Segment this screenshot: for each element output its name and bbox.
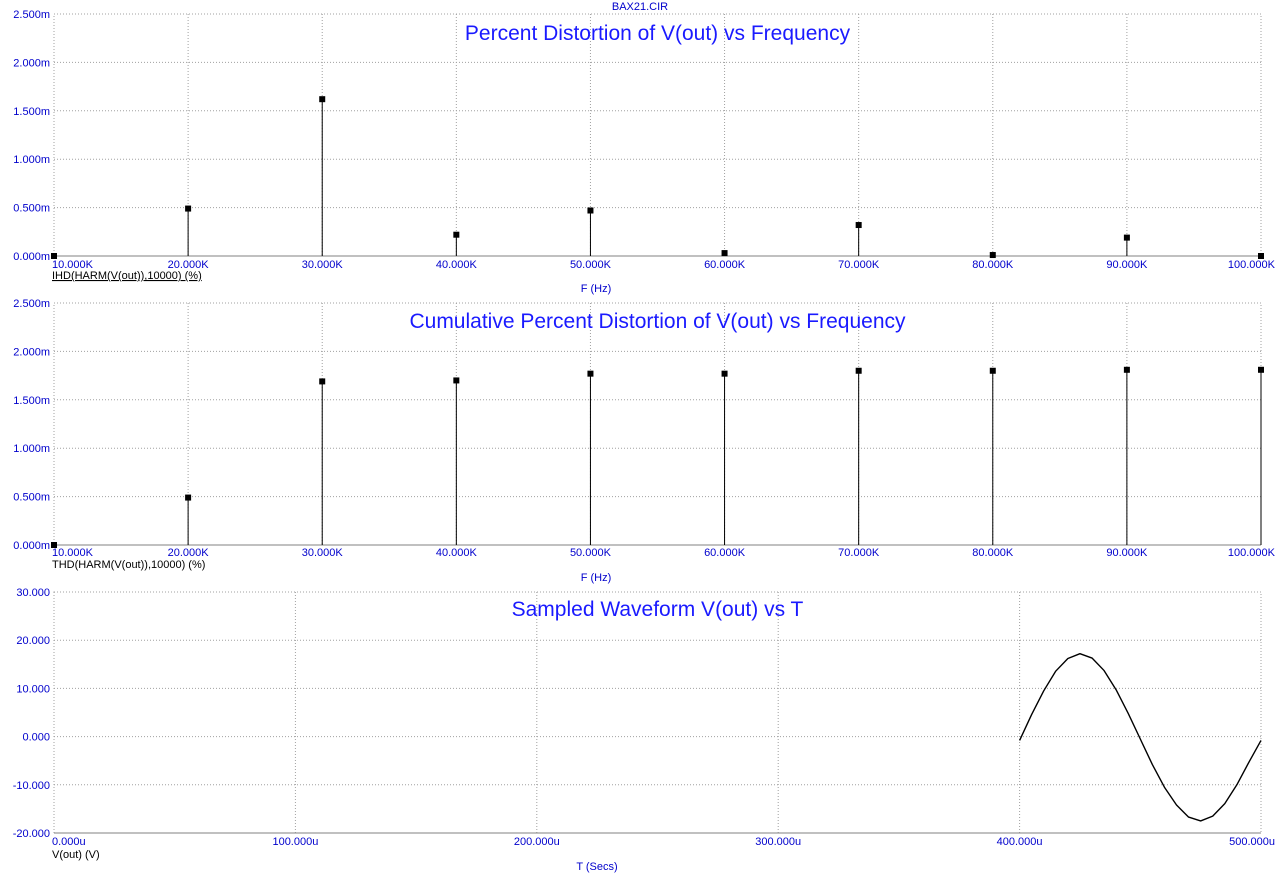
y-tick-label: 0.000: [22, 732, 50, 744]
y-tick-label: 0.500m: [13, 492, 50, 504]
x-tick-label: 90.000K: [1106, 259, 1148, 271]
x-tick-label: 100.000K: [1228, 547, 1276, 559]
file-title: BAX21.CIR: [612, 1, 668, 13]
data-point-marker: [1258, 366, 1264, 373]
y-tick-label: 20.000: [16, 635, 50, 647]
data-point-marker: [1123, 366, 1130, 373]
plot-frame: [53, 13, 1262, 257]
data-point-marker: [185, 205, 192, 212]
chart-title: Percent Distortion of V(out) vs Frequenc…: [465, 22, 851, 45]
x-tick-label: 400.000u: [997, 836, 1043, 848]
y-tick-label: 1.500m: [13, 395, 50, 407]
x-tick-label: 80.000K: [972, 259, 1014, 271]
y-tick-label: 0.500m: [13, 203, 50, 215]
x-tick-label: 500.000u: [1229, 836, 1275, 848]
y-tick-label: -10.000: [13, 780, 50, 792]
plot-frame: [53, 302, 1262, 546]
data-point-marker: [1123, 234, 1130, 241]
x-tick-label: 70.000K: [838, 259, 880, 271]
trace-label: IHD(HARM(V(out)),10000) (%): [52, 270, 202, 282]
x-tick-label: 50.000K: [570, 547, 612, 559]
y-tick-label: 0.000m: [13, 540, 50, 552]
data-point-marker: [453, 231, 460, 238]
y-tick-label: 30.000: [16, 587, 50, 599]
x-axis-label: F (Hz): [581, 283, 612, 295]
data-point-marker: [319, 378, 326, 385]
data-point-marker: [721, 370, 728, 377]
data-point-marker: [989, 252, 996, 259]
x-tick-label: 0.000u: [52, 836, 86, 848]
x-tick-label: 60.000K: [704, 547, 746, 559]
x-tick-label: 70.000K: [838, 547, 880, 559]
data-point-marker: [453, 377, 460, 384]
x-tick-label: 80.000K: [972, 547, 1014, 559]
data-point-marker: [587, 207, 594, 214]
chart-title: Cumulative Percent Distortion of V(out) …: [409, 310, 906, 333]
y-tick-label: 1.000m: [13, 443, 50, 455]
x-axis-label: F (Hz): [581, 572, 612, 584]
chart-panel-2: 10.000K 20.000K 30.000K 40.000K 50.000K 60.00…: [13, 298, 1275, 584]
x-tick-label: 10.000K: [52, 259, 94, 271]
chart-title: Sampled Waveform V(out) vs T: [512, 598, 804, 621]
x-tick-label: 40.000K: [436, 547, 478, 559]
series-line: [1018, 653, 1262, 822]
y-tick-label: 2.500m: [13, 298, 50, 310]
trace-label: THD(HARM(V(out)),10000) (%): [52, 559, 205, 571]
x-tick-label: 60.000K: [704, 259, 746, 271]
x-tick-label: 100.000K: [1228, 259, 1276, 271]
x-tick-label: 10.000K: [52, 547, 94, 559]
y-tick-label: -20.000: [13, 828, 50, 840]
data-point-marker: [51, 542, 57, 548]
data-point-marker: [587, 370, 594, 377]
data-point-marker: [721, 250, 728, 257]
x-tick-label: 30.000K: [302, 547, 344, 559]
data-point-marker: [51, 253, 57, 259]
x-tick-label: 40.000K: [436, 259, 478, 271]
x-axis-label: T (Secs): [576, 861, 617, 873]
data-point-marker: [989, 367, 996, 374]
x-tick-label: 30.000K: [302, 259, 344, 271]
y-tick-label: 1.500m: [13, 106, 50, 118]
x-tick-label: 20.000K: [168, 547, 210, 559]
x-tick-label: 50.000K: [570, 259, 612, 271]
y-tick-label: 1.000m: [13, 154, 50, 166]
trace-label: V(out) (V): [52, 849, 100, 861]
x-tick-label: 90.000K: [1106, 547, 1148, 559]
chart-panel-1: 10.000K 20.000K 30.000K 40.000K 50.000K 60.00…: [13, 9, 1275, 295]
y-tick-label: 0.000m: [13, 251, 50, 263]
x-tick-label: 200.000u: [514, 836, 560, 848]
y-tick-label: 2.500m: [13, 9, 50, 21]
x-tick-label: 300.000u: [755, 836, 801, 848]
y-tick-label: 2.000m: [13, 346, 50, 358]
data-point-marker: [185, 494, 192, 501]
x-tick-label: 20.000K: [168, 259, 210, 271]
data-point-marker: [319, 96, 326, 103]
chart-panel-3: 0.000u 100.000u 200.000u 300.000u 400.000u 50…: [13, 587, 1275, 873]
y-tick-label: 2.000m: [13, 57, 50, 69]
data-point-marker: [855, 367, 862, 374]
y-tick-label: 10.000: [16, 683, 50, 695]
data-point-marker: [1258, 253, 1264, 259]
x-tick-label: 100.000u: [272, 836, 318, 848]
plot-frame: [53, 591, 1262, 834]
data-point-marker: [855, 222, 862, 229]
